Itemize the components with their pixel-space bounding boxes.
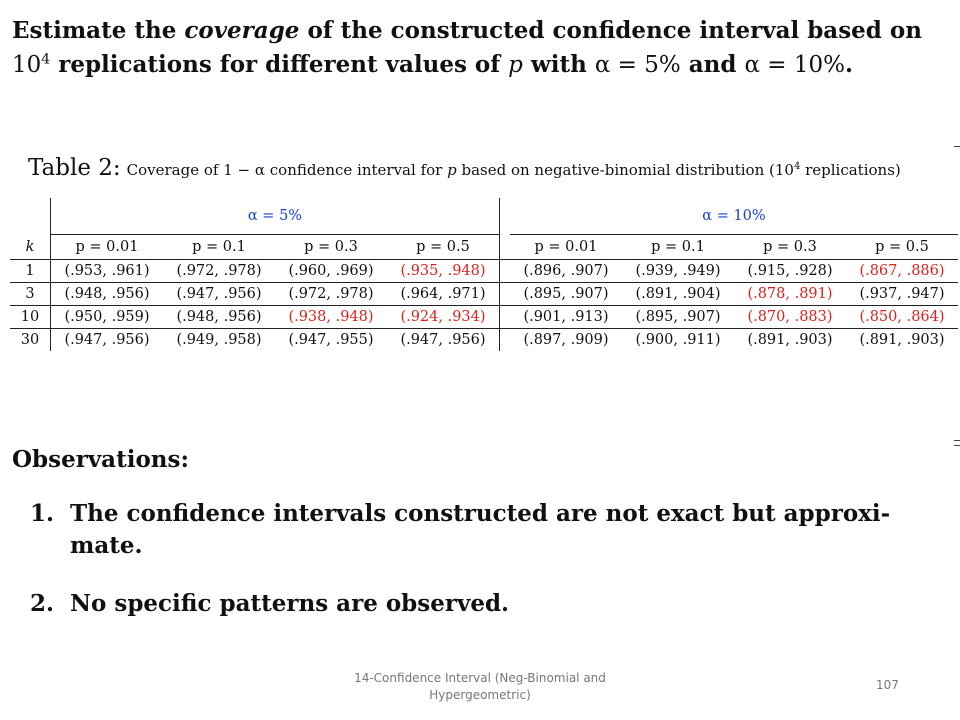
interval-cell: (.900, .911) <box>635 332 721 348</box>
slide-heading: Estimate the coverage of the constructed… <box>12 14 942 82</box>
footer-line: 14-Confidence Interval (Neg-Binomial and <box>354 671 606 685</box>
k-value: 1 <box>10 259 51 283</box>
table-caption-label: Table 2: <box>28 155 121 181</box>
margin-mark <box>954 445 960 446</box>
table-caption: Table 2: Coverage of 1 − α confidence int… <box>28 155 948 181</box>
group-separator <box>499 305 510 329</box>
p-header: p = 0.5 <box>846 234 958 260</box>
interval-cell-highlighted: (.850, .864) <box>846 305 958 329</box>
interval-cell: (.891, .904) <box>622 282 734 306</box>
alpha-group-header: α = 10% <box>510 198 958 235</box>
interval-cell: (.947, .955) <box>288 332 374 348</box>
table-body: 1 (.953, .961) (.972, .978) (.960, .969) (.9… <box>10 259 958 351</box>
heading-ten: 104 <box>12 51 51 78</box>
interval-cell-highlighted: (.867, .886) <box>846 259 958 283</box>
coverage-table: α = 5% α = 10% k p = 0.01 p = 0.1 p = 0.… <box>10 198 958 351</box>
table-caption-text: Coverage of 1 − α confidence interval fo… <box>126 161 448 179</box>
interval-cell: (.960, .969) <box>275 259 387 283</box>
heading-text: and <box>680 51 745 78</box>
group-separator <box>499 259 510 283</box>
heading-coverage: coverage <box>184 17 300 44</box>
table-caption-text: replications) <box>800 161 901 179</box>
heading-alpha10: α = 10% <box>744 52 846 78</box>
margin-mark <box>954 440 960 441</box>
p-header: p = 0.1 <box>163 234 275 260</box>
interval-cell: (.950, .959) <box>50 305 163 329</box>
heading-text: of the constructed confidence interval b… <box>299 17 922 44</box>
table-caption-text: based on negative-binomial distribution … <box>456 161 794 179</box>
k-header: k <box>10 234 51 260</box>
observation-text: No specific patterns are observed. <box>70 590 510 617</box>
interval-cell: (.972, .978) <box>163 259 275 283</box>
interval-cell: (.948, .956) <box>50 282 163 306</box>
heading-text: . <box>845 51 854 78</box>
table-caption-p: p <box>447 161 457 179</box>
observation-item: 1. The confidence intervals constructed … <box>30 498 950 562</box>
heading-text: replications for different values of <box>50 51 509 78</box>
interval-cell: (.947, .956) <box>400 332 486 348</box>
k-value: 3 <box>10 282 51 306</box>
p-header: p = 0.3 <box>275 234 387 260</box>
interval-cell: (.949, .958) <box>176 332 262 348</box>
observation-number: 1. <box>30 500 55 527</box>
footer-line: Hypergeometric) <box>429 688 531 702</box>
observations-title: Observations: <box>12 446 189 473</box>
observation-number: 2. <box>30 590 55 617</box>
k-value: 10 <box>10 305 51 329</box>
interval-cell: (.895, .907) <box>510 282 622 306</box>
k-value: 30 <box>10 328 51 351</box>
group-separator <box>499 282 510 306</box>
table-row: 10 (.950, .959) (.948, .956) (.938, .948) (.… <box>10 305 958 329</box>
interval-cell: (.895, .907) <box>622 305 734 329</box>
group-separator <box>499 198 510 235</box>
slide-footer: 14-Confidence Interval (Neg-Binomial and… <box>330 670 630 704</box>
table-row: 3 (.948, .956) (.947, .956) (.972, .978) (.9… <box>10 282 958 306</box>
interval-cell-highlighted: (.935, .948) <box>387 259 500 283</box>
interval-cell-highlighted: (.938, .948) <box>275 305 387 329</box>
observation-item: 2. No specific patterns are observed. <box>30 588 950 620</box>
interval-cell: (.891, .903) <box>747 332 833 348</box>
group-separator <box>499 328 510 351</box>
interval-cell: (.947, .956) <box>64 332 150 348</box>
interval-cell: (.964, .971) <box>387 282 500 306</box>
table-row: 30 (.947, .956) (.949, .958) (.947, .955) (.… <box>10 328 958 351</box>
group-separator <box>499 234 510 260</box>
p-header: p = 0.1 <box>622 234 734 260</box>
observation-text: The confidence intervals constructed are… <box>70 500 891 559</box>
p-header: p = 0.5 <box>387 234 500 260</box>
heading-alpha5: α = 5% <box>594 52 681 78</box>
interval-cell: (.937, .947) <box>846 282 958 306</box>
interval-cell: (.901, .913) <box>510 305 622 329</box>
interval-cell-highlighted: (.870, .883) <box>734 305 846 329</box>
p-header: p = 0.01 <box>50 234 163 260</box>
interval-cell: (.947, .956) <box>163 282 275 306</box>
margin-mark <box>954 146 960 147</box>
interval-cell: (.896, .907) <box>510 259 622 283</box>
table-caption-exp: 4 <box>793 161 801 172</box>
interval-cell-highlighted: (.924, .934) <box>387 305 500 329</box>
heading-text: Estimate the <box>12 17 185 44</box>
interval-cell: (.891, .903) <box>859 332 945 348</box>
heading-p: p <box>508 52 523 78</box>
alpha-group-header: α = 5% <box>50 198 500 235</box>
p-header: p = 0.3 <box>734 234 846 260</box>
interval-cell: (.897, .909) <box>523 332 609 348</box>
interval-cell: (.915, .928) <box>734 259 846 283</box>
page-number: 107 <box>876 678 899 692</box>
p-header: p = 0.01 <box>510 234 622 260</box>
table-row: 1 (.953, .961) (.972, .978) (.960, .969) (.9… <box>10 259 958 283</box>
heading-text: with <box>522 51 595 78</box>
interval-cell: (.939, .949) <box>622 259 734 283</box>
interval-cell: (.972, .978) <box>275 282 387 306</box>
observations-list: 1. The confidence intervals constructed … <box>30 498 950 646</box>
interval-cell-highlighted: (.878, .891) <box>734 282 846 306</box>
interval-cell: (.948, .956) <box>163 305 275 329</box>
interval-cell: (.953, .961) <box>50 259 163 283</box>
k-column-spacer <box>10 198 51 235</box>
